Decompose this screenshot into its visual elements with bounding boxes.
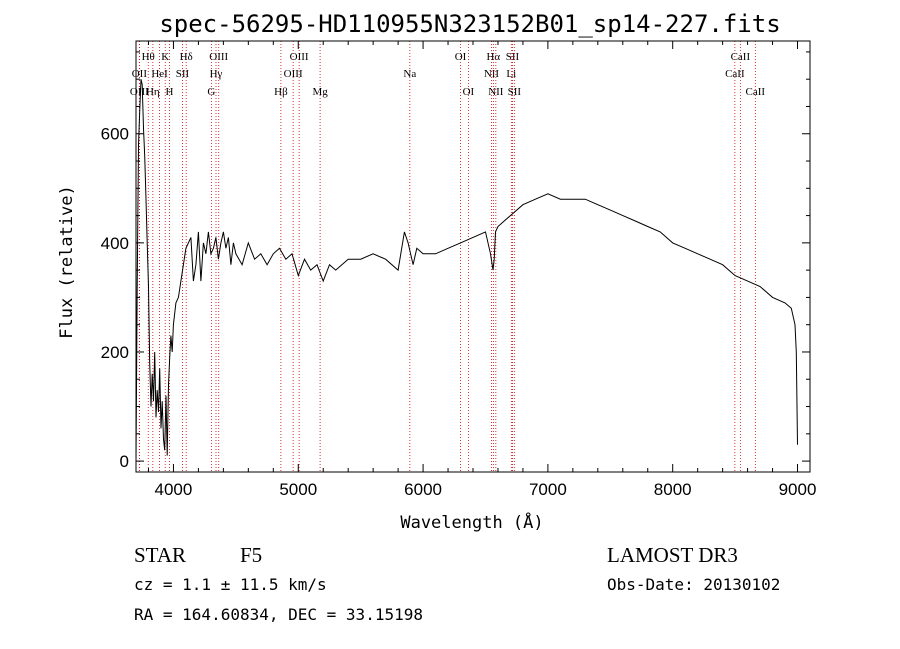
y-axis-label: Flux (relative) (57, 185, 77, 339)
x-tick-label: 8000 (654, 480, 692, 499)
spectral-line-label: CaII (731, 51, 751, 63)
redshift-cz: cz = 1.1 ± 11.5 km/s (134, 575, 327, 594)
spectral-line-label: NII (484, 68, 500, 80)
ra-dec: RA = 164.60834, DEC = 33.15198 (134, 605, 423, 624)
spectral-line-label: Na (403, 68, 416, 80)
x-tick-label: 5000 (279, 480, 317, 499)
spectrum-line (135, 79, 798, 462)
y-tick-label: 600 (101, 125, 129, 144)
x-axis-label: Wavelength (Å) (400, 511, 543, 533)
spectral-line-label: OIII (130, 86, 149, 98)
spectral-line-label: HeI (151, 68, 168, 80)
survey-name: LAMOST DR3 (607, 543, 738, 567)
spectral-line-label: NII (488, 86, 504, 98)
spectral-line-label: OIII (209, 51, 228, 63)
spectral-line-markers: OIIOIIIHθHηHeIKHSIIHδGHγOIIIHβOIIIOIIIMg… (130, 41, 766, 472)
spectral-line-label: OI (463, 86, 475, 98)
chart-title: spec-56295-HD110955N323152B01_sp14-227.f… (159, 10, 780, 38)
x-tick-label: 4000 (155, 480, 193, 499)
y-tick-label: 200 (101, 343, 129, 362)
spectral-line-label: Hβ (274, 86, 288, 98)
x-axis: 4000 5000 6000 7000 8000 9000 (147, 41, 817, 499)
spectral-line-label: Hδ (180, 51, 193, 63)
spectral-line-label: OIII (290, 51, 309, 63)
y-axis: 0 200 400 600 (101, 51, 810, 471)
spectral-line-label: CaII (746, 86, 766, 98)
spectral-line-label: H (165, 86, 173, 98)
x-tick-label: 9000 (779, 480, 817, 499)
spectral-line-label: OIII (284, 68, 303, 80)
x-tick-label: 6000 (404, 480, 442, 499)
spectral-line-label: SII (508, 86, 522, 98)
spectral-line-label: Mg (312, 86, 328, 98)
obs-date: Obs-Date: 20130102 (607, 575, 780, 594)
x-tick-label: 7000 (529, 480, 567, 499)
spectral-line-label: OI (455, 51, 467, 63)
spectral-line-label: CaII (725, 68, 745, 80)
spectral-line-label: K (161, 51, 169, 63)
spectral-line-label: SII (506, 51, 520, 63)
spectral-line-label: Hη (146, 86, 160, 98)
y-tick-label: 0 (120, 452, 129, 471)
y-tick-label: 400 (101, 234, 129, 253)
spectral-line-label: Hθ (142, 51, 155, 63)
spectral-line-label: Hα (486, 51, 500, 63)
spectral-line-label: G (207, 86, 215, 98)
star-class: STAR (134, 543, 186, 567)
spectral-line-label: SII (176, 68, 190, 80)
star-subclass: F5 (240, 543, 262, 567)
spectral-line-label: Hγ (210, 68, 223, 80)
spectral-line-label: Li (506, 68, 516, 80)
